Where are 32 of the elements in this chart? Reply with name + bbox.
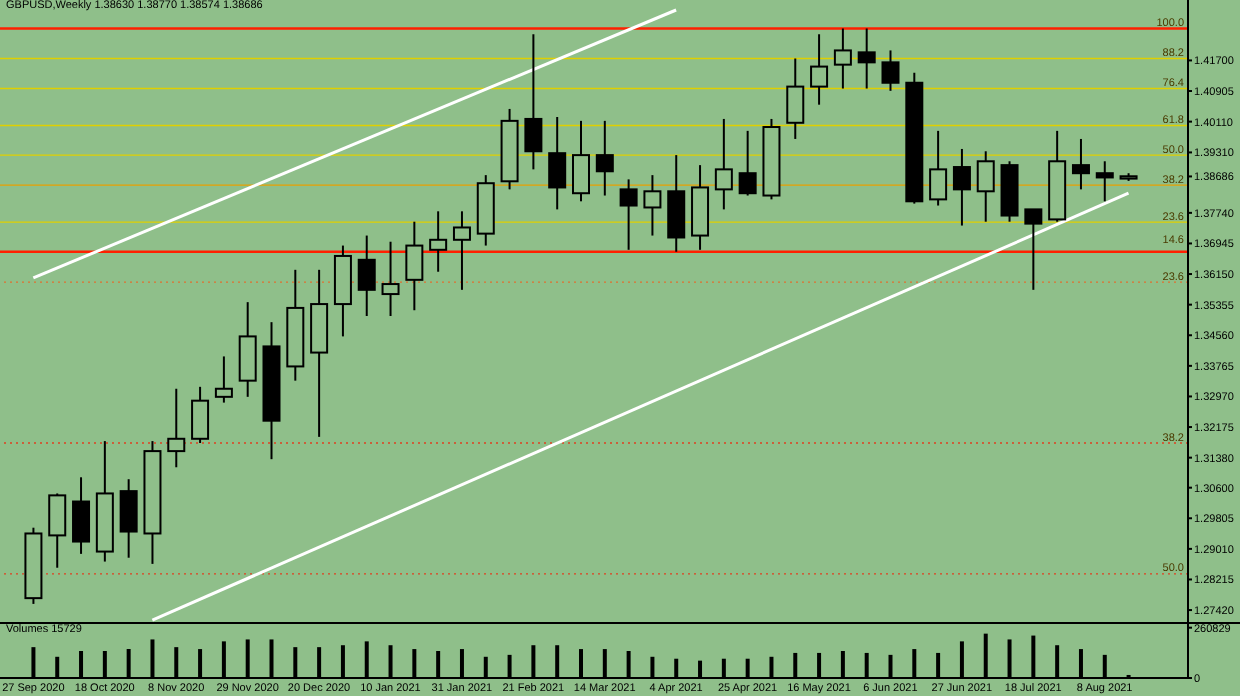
candlestick bbox=[214, 355, 233, 404]
candlestick bbox=[167, 387, 186, 469]
candlestick bbox=[357, 234, 376, 317]
candlestick bbox=[1024, 208, 1043, 291]
candlestick bbox=[548, 116, 567, 211]
candlestick bbox=[810, 33, 829, 106]
candlestick bbox=[619, 178, 638, 251]
candlestick bbox=[119, 478, 138, 559]
candlestick bbox=[738, 129, 757, 197]
candlestick bbox=[976, 150, 995, 223]
candlestick bbox=[572, 119, 590, 203]
candlestick bbox=[429, 210, 448, 273]
candlestick bbox=[72, 476, 91, 555]
candlestick bbox=[667, 154, 686, 253]
candlestick bbox=[952, 147, 971, 227]
candlestick bbox=[238, 301, 257, 398]
candlestick bbox=[191, 385, 210, 445]
candlestick bbox=[48, 492, 67, 569]
candlestick bbox=[643, 174, 662, 237]
candlestick bbox=[833, 27, 852, 90]
candlestick bbox=[881, 49, 900, 92]
candlestick bbox=[714, 117, 733, 211]
candlestick bbox=[786, 57, 805, 140]
candlestick bbox=[381, 240, 400, 317]
candlestick bbox=[929, 129, 948, 207]
candlestick bbox=[1071, 137, 1090, 191]
candlestick bbox=[405, 220, 424, 312]
candlestick bbox=[1095, 160, 1114, 203]
candlestick bbox=[452, 210, 471, 291]
candlestick bbox=[857, 27, 876, 90]
candlestick bbox=[595, 119, 614, 197]
candlestick bbox=[524, 33, 543, 171]
